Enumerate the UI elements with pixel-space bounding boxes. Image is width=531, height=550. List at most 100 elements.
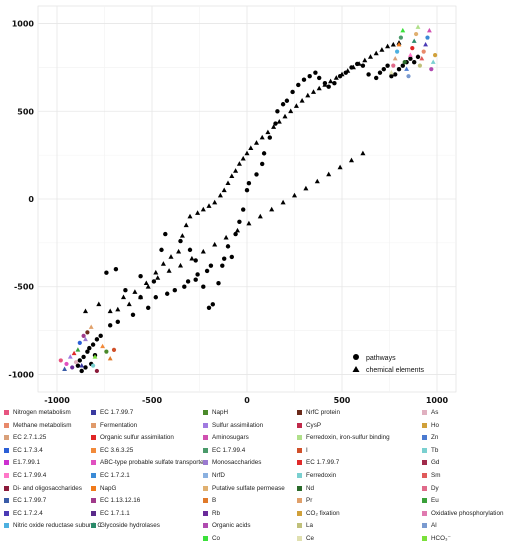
data-point <box>126 301 132 307</box>
legend-item: Monosaccharides <box>203 459 261 466</box>
legend-item: I <box>297 447 308 454</box>
data-point <box>229 173 235 179</box>
data-point <box>185 279 191 284</box>
data-point <box>374 75 379 81</box>
data-point <box>392 55 398 61</box>
data-point <box>417 63 422 68</box>
y-tick-label: 1000 <box>12 20 35 29</box>
data-point <box>415 24 421 29</box>
data-point <box>310 89 317 94</box>
data-point <box>96 301 102 307</box>
data-point <box>425 35 430 40</box>
data-point <box>179 233 185 238</box>
data-point <box>377 70 383 75</box>
data-point <box>407 52 413 57</box>
legend-item: EC 1.7.2.4 <box>4 510 43 517</box>
data-point <box>360 150 366 156</box>
data-point <box>267 135 272 140</box>
legend-label: Nitric oxide reductase subunit C <box>13 522 102 530</box>
legend-item: Pr <box>297 497 312 504</box>
data-point <box>248 145 254 150</box>
legend-item: CO₂ fixation <box>297 510 340 517</box>
data-point <box>177 262 184 268</box>
legend-swatch <box>91 498 96 504</box>
legend-swatch <box>4 498 9 504</box>
legend-item: B <box>203 497 216 504</box>
legend-label: Eu <box>431 497 439 505</box>
data-point <box>328 78 334 84</box>
legend-swatch <box>203 523 208 529</box>
legend-swatch <box>297 435 302 441</box>
data-point <box>85 330 90 335</box>
data-points <box>58 24 438 374</box>
data-point <box>282 113 288 119</box>
legend-swatch <box>91 422 96 428</box>
data-point <box>87 345 92 351</box>
data-point <box>307 73 312 79</box>
legend-swatch <box>91 473 96 478</box>
legend-label: Nitrogen metabolism <box>13 409 71 416</box>
data-point <box>75 363 81 368</box>
legend-swatch <box>4 435 9 441</box>
x-tick-label: 1000 <box>426 396 449 405</box>
y-tick-label: -500 <box>14 283 34 292</box>
data-point <box>244 188 250 193</box>
shape-legend-triangle-marker <box>352 366 360 372</box>
data-point <box>176 248 182 254</box>
data-point <box>396 41 402 47</box>
legend-label: Dy <box>431 484 439 492</box>
data-point <box>261 151 267 156</box>
data-point <box>373 50 379 56</box>
data-point <box>389 73 394 79</box>
legend-swatch <box>91 410 96 415</box>
data-point <box>410 46 415 51</box>
legend-item: Ho <box>422 422 439 429</box>
data-point <box>81 354 86 360</box>
data-point <box>381 66 386 72</box>
data-point <box>195 210 201 215</box>
data-point <box>151 279 157 284</box>
legend-swatch <box>297 473 302 478</box>
data-point <box>360 63 366 68</box>
legend-item: EC 1.7.99.7 <box>91 409 133 416</box>
data-point <box>293 103 299 108</box>
legend-item: CysP <box>297 422 321 429</box>
legend-label: NapH <box>212 409 229 416</box>
data-point <box>208 263 214 268</box>
legend-swatch <box>422 410 427 415</box>
legend-label: EC 1.7.99.4 <box>13 472 47 479</box>
data-point <box>314 178 320 184</box>
legend-swatch <box>297 498 302 504</box>
data-point <box>362 57 368 63</box>
legend-item: Rb <box>203 510 220 517</box>
legend-item: Co <box>203 535 220 542</box>
data-point <box>273 121 278 126</box>
legend-swatch <box>297 447 302 453</box>
legend-item: EC 3.6.3.25 <box>91 447 133 454</box>
data-point <box>406 74 411 79</box>
y-tick-label: 0 <box>28 195 34 204</box>
data-point <box>165 291 170 296</box>
legend-item: Organic sulfur assimilation <box>91 434 174 441</box>
legend-swatch <box>203 485 208 491</box>
legend-item: Al <box>422 522 437 529</box>
legend-item: Methane metabolism <box>4 422 71 429</box>
data-point <box>404 66 410 71</box>
legend-item: EC 2.7.1.25 <box>4 434 46 441</box>
data-point <box>269 206 275 212</box>
legend-item: EC 1.7.1.1 <box>91 510 130 517</box>
y-tick-label: 500 <box>17 107 34 116</box>
data-point <box>178 238 183 244</box>
legend-item: Ferredoxin, iron-sulfur binding <box>297 434 390 441</box>
legend-swatch <box>4 523 9 529</box>
x-tick-label: 0 <box>244 396 250 405</box>
data-point <box>193 277 198 282</box>
legend-item: NapG <box>91 485 116 492</box>
data-point <box>120 294 127 300</box>
data-point <box>429 67 434 72</box>
legend-swatch <box>203 498 208 504</box>
data-point <box>200 206 206 212</box>
legend-swatch <box>422 536 427 541</box>
data-point <box>212 199 218 205</box>
data-point <box>153 269 159 275</box>
